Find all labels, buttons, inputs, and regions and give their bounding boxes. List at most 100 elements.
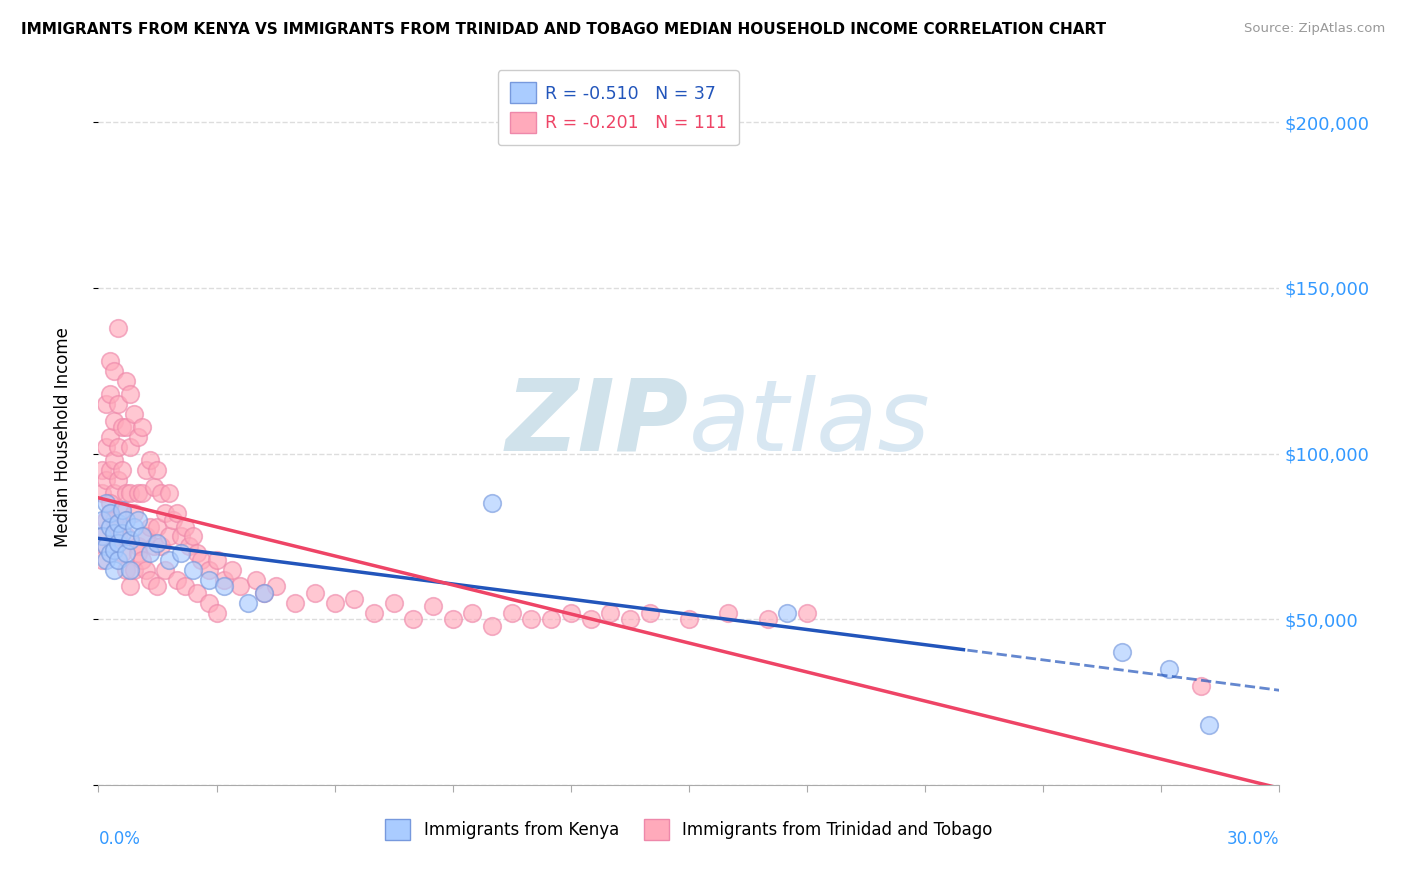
Point <box>157 529 180 543</box>
Point <box>107 519 129 533</box>
Point <box>98 387 121 401</box>
Point <box>91 486 114 500</box>
Point <box>1159 662 1181 676</box>
Point <box>181 563 204 577</box>
Point <box>91 463 114 477</box>
Point <box>756 612 779 626</box>
Point <box>107 397 129 411</box>
Point <box>166 573 188 587</box>
Point <box>103 364 125 378</box>
Point <box>146 579 169 593</box>
Point <box>166 506 188 520</box>
Point <box>245 573 267 587</box>
Point <box>138 546 160 560</box>
Point <box>122 407 145 421</box>
Point <box>135 463 157 477</box>
Point <box>115 486 138 500</box>
Point <box>107 529 129 543</box>
Point <box>253 586 276 600</box>
Point <box>560 606 582 620</box>
Point <box>96 440 118 454</box>
Point <box>363 606 385 620</box>
Point <box>146 463 169 477</box>
Point <box>91 552 114 566</box>
Text: Source: ZipAtlas.com: Source: ZipAtlas.com <box>1244 22 1385 36</box>
Point <box>127 486 149 500</box>
Point <box>115 546 138 560</box>
Point <box>1189 679 1212 693</box>
Point <box>138 453 160 467</box>
Point <box>174 519 197 533</box>
Point <box>115 529 138 543</box>
Point <box>98 506 121 520</box>
Point <box>98 430 121 444</box>
Point <box>155 506 177 520</box>
Point <box>98 546 121 560</box>
Point <box>111 420 134 434</box>
Text: IMMIGRANTS FROM KENYA VS IMMIGRANTS FROM TRINIDAD AND TOBAGO MEDIAN HOUSEHOLD IN: IMMIGRANTS FROM KENYA VS IMMIGRANTS FROM… <box>21 22 1107 37</box>
Point <box>111 506 134 520</box>
Point <box>107 552 129 566</box>
Point <box>118 440 141 454</box>
Point <box>214 579 236 593</box>
Point <box>115 513 138 527</box>
Point <box>131 552 153 566</box>
Point <box>107 440 129 454</box>
Point <box>115 374 138 388</box>
Point <box>91 529 114 543</box>
Point <box>150 540 173 554</box>
Point <box>197 596 219 610</box>
Point <box>122 519 145 533</box>
Point <box>118 387 141 401</box>
Point <box>111 546 134 560</box>
Point <box>214 573 236 587</box>
Point <box>157 552 180 566</box>
Point <box>599 606 621 620</box>
Point <box>118 563 141 577</box>
Point <box>150 486 173 500</box>
Point <box>135 563 157 577</box>
Point <box>138 573 160 587</box>
Point <box>619 612 641 626</box>
Point <box>111 463 134 477</box>
Point <box>103 513 125 527</box>
Point <box>103 526 125 541</box>
Point <box>481 496 503 510</box>
Point <box>146 519 169 533</box>
Point <box>107 320 129 334</box>
Point <box>678 612 700 626</box>
Point <box>304 586 326 600</box>
Point <box>186 546 208 560</box>
Point <box>1111 645 1133 659</box>
Point <box>107 536 129 550</box>
Point <box>111 503 134 517</box>
Text: 30.0%: 30.0% <box>1227 830 1279 848</box>
Point <box>115 420 138 434</box>
Point <box>402 612 425 626</box>
Point <box>127 546 149 560</box>
Point <box>131 420 153 434</box>
Point <box>127 540 149 554</box>
Point <box>103 563 125 577</box>
Point <box>422 599 444 613</box>
Point <box>96 552 118 566</box>
Point <box>96 397 118 411</box>
Legend: Immigrants from Kenya, Immigrants from Trinidad and Tobago: Immigrants from Kenya, Immigrants from T… <box>378 813 1000 847</box>
Point <box>103 486 125 500</box>
Point <box>98 506 121 520</box>
Point <box>115 563 138 577</box>
Point <box>103 453 125 467</box>
Point <box>579 612 602 626</box>
Point <box>155 563 177 577</box>
Point <box>221 563 243 577</box>
Point <box>111 526 134 541</box>
Point <box>174 579 197 593</box>
Point <box>157 486 180 500</box>
Point <box>96 540 118 554</box>
Point <box>103 413 125 427</box>
Point <box>118 533 141 547</box>
Point <box>127 513 149 527</box>
Point <box>127 430 149 444</box>
Point <box>441 612 464 626</box>
Point <box>107 516 129 531</box>
